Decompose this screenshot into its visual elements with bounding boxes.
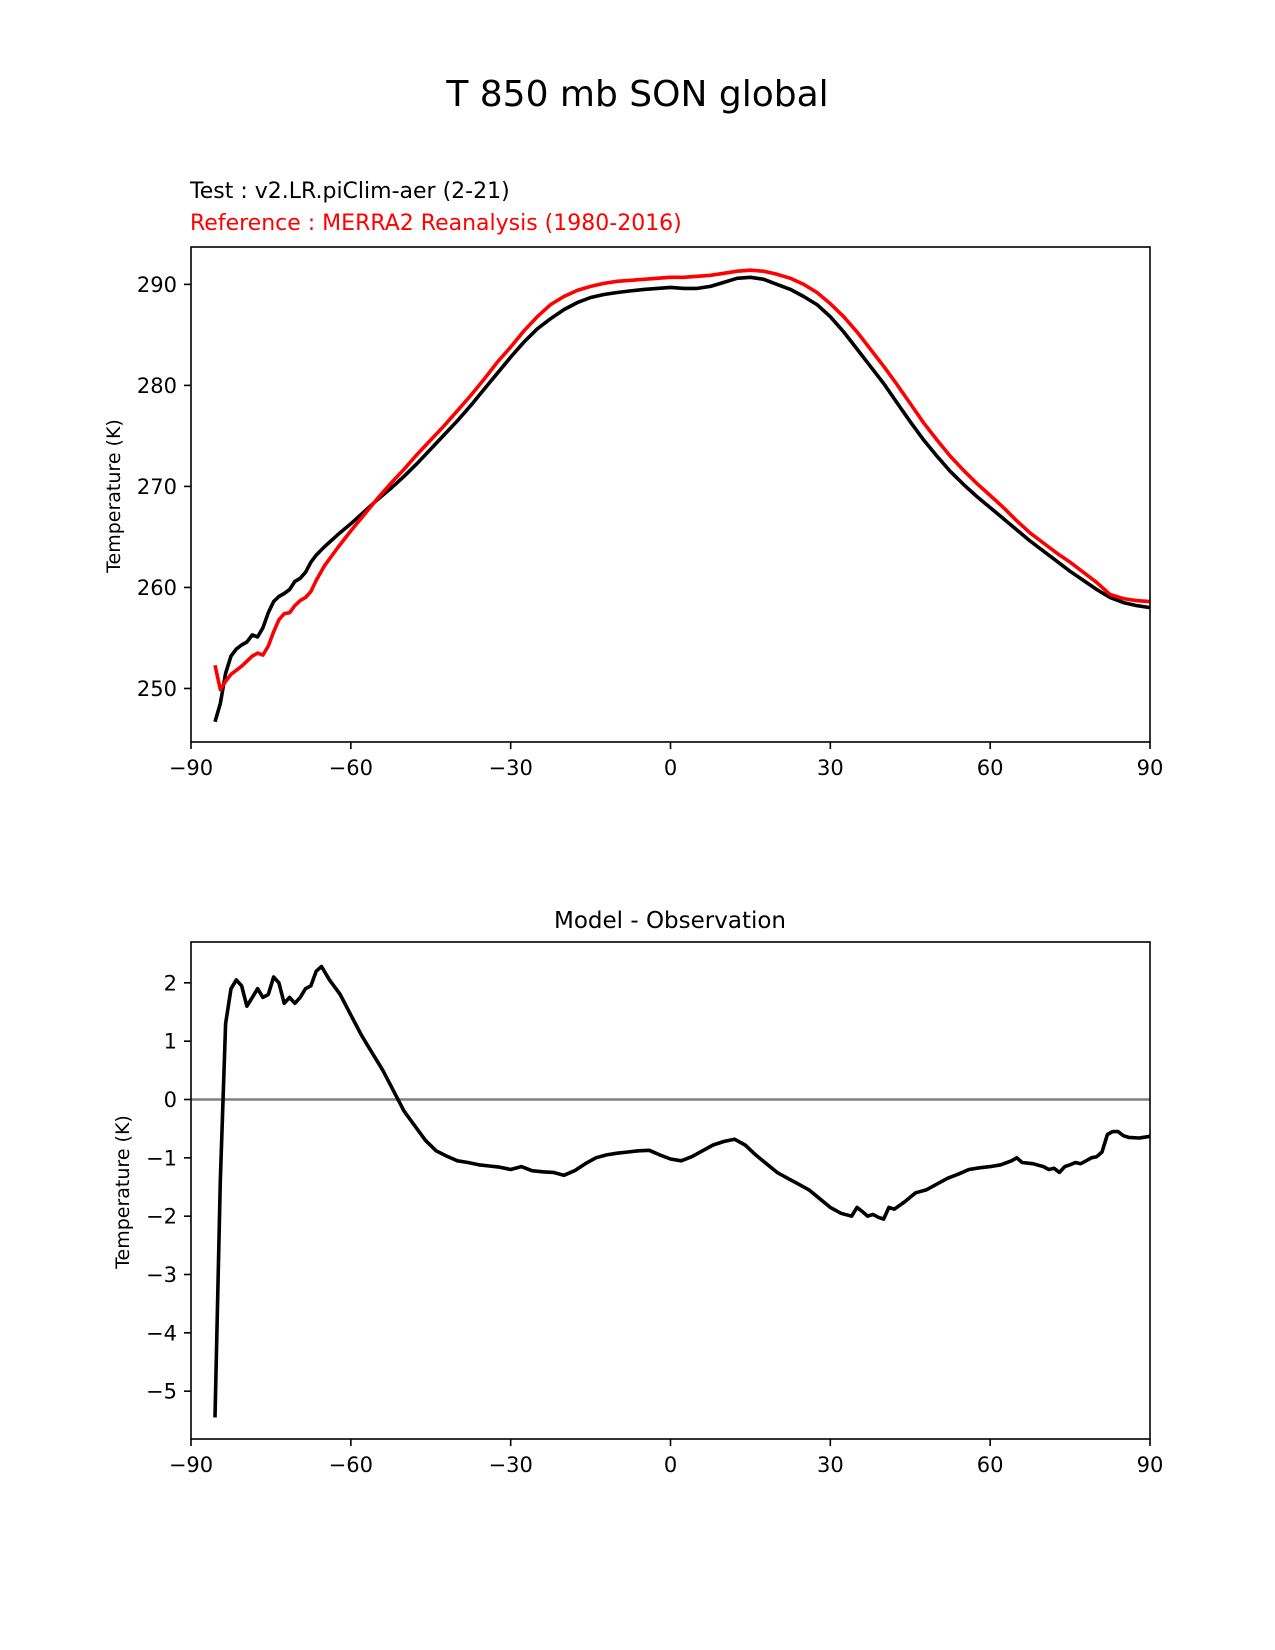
- test-label: Test : v2.LR.piClim-aer (2-21): [189, 179, 510, 204]
- top-y-tick-label: 280: [137, 374, 177, 398]
- top-y-tick-label: 260: [137, 576, 177, 600]
- top-y-tick-label: 250: [137, 677, 177, 701]
- top-x-tick-label: 90: [1137, 756, 1164, 780]
- bottom-x-tick-label: 0: [664, 1453, 677, 1477]
- bottom-y-axis-label: Temperature (K): [112, 1115, 134, 1270]
- top-y-tick-label: 270: [137, 475, 177, 499]
- bottom-y-tick-label: 1: [164, 1030, 177, 1054]
- bottom-axes-frame: [190, 941, 1151, 1440]
- top-plot-area: −90 −60 −30 0 30 60 90 250 260 270 280 290: [137, 246, 1164, 780]
- bottom-panel: Model - Observation Temperature (K) −90−…: [112, 908, 1163, 1477]
- top-x-tick-label: −30: [489, 756, 533, 780]
- bottom-plot-area: −90 −60 −30 0 30 60 90 −5 −4 −3 −2 −1 0 1 2: [146, 941, 1164, 1477]
- top-series-1: [213, 268, 1151, 692]
- bottom-y-tick-label: −4: [146, 1321, 177, 1345]
- bottom-x-tick-label: −90: [169, 1453, 213, 1477]
- reference-label: Reference : MERRA2 Reanalysis (1980-2016…: [190, 211, 682, 236]
- top-x-tick-label: 0: [664, 756, 677, 780]
- bottom-x-tick-label: −60: [329, 1453, 373, 1477]
- bottom-x-tick-label: −30: [489, 1453, 533, 1477]
- bottom-x-tick-label: 60: [977, 1453, 1004, 1477]
- top-x-tick-label: −90: [169, 756, 213, 780]
- top-y-tick-label: 290: [137, 273, 177, 297]
- bottom-y-tick-label: 2: [164, 971, 177, 995]
- bottom-y-tick-label: −3: [146, 1263, 177, 1287]
- bottom-x-tick-label: 30: [817, 1453, 844, 1477]
- bottom-panel-title: Model - Observation: [554, 908, 786, 934]
- bottom-y-tick-label: −1: [146, 1146, 177, 1170]
- bottom-x-tick-label: 90: [1137, 1453, 1164, 1477]
- top-axes-frame: [190, 246, 1151, 743]
- top-x-tick-label: 60: [977, 756, 1004, 780]
- top-panel: Test : v2.LR.piClim-aer (2-21) Reference…: [103, 179, 1163, 780]
- bottom-y-tick-label: 0: [164, 1088, 177, 1112]
- top-x-tick-label: 30: [817, 756, 844, 780]
- bottom-y-tick-label: −2: [146, 1205, 177, 1229]
- figure-title: T 850 mb SON global: [445, 74, 828, 115]
- top-series-0: [213, 275, 1151, 723]
- top-y-axis-label: Temperature (K): [103, 419, 125, 574]
- top-x-tick-label: −60: [329, 756, 373, 780]
- bottom-y-tick-label: −5: [146, 1380, 177, 1404]
- bottom-series-0: [213, 964, 1151, 1418]
